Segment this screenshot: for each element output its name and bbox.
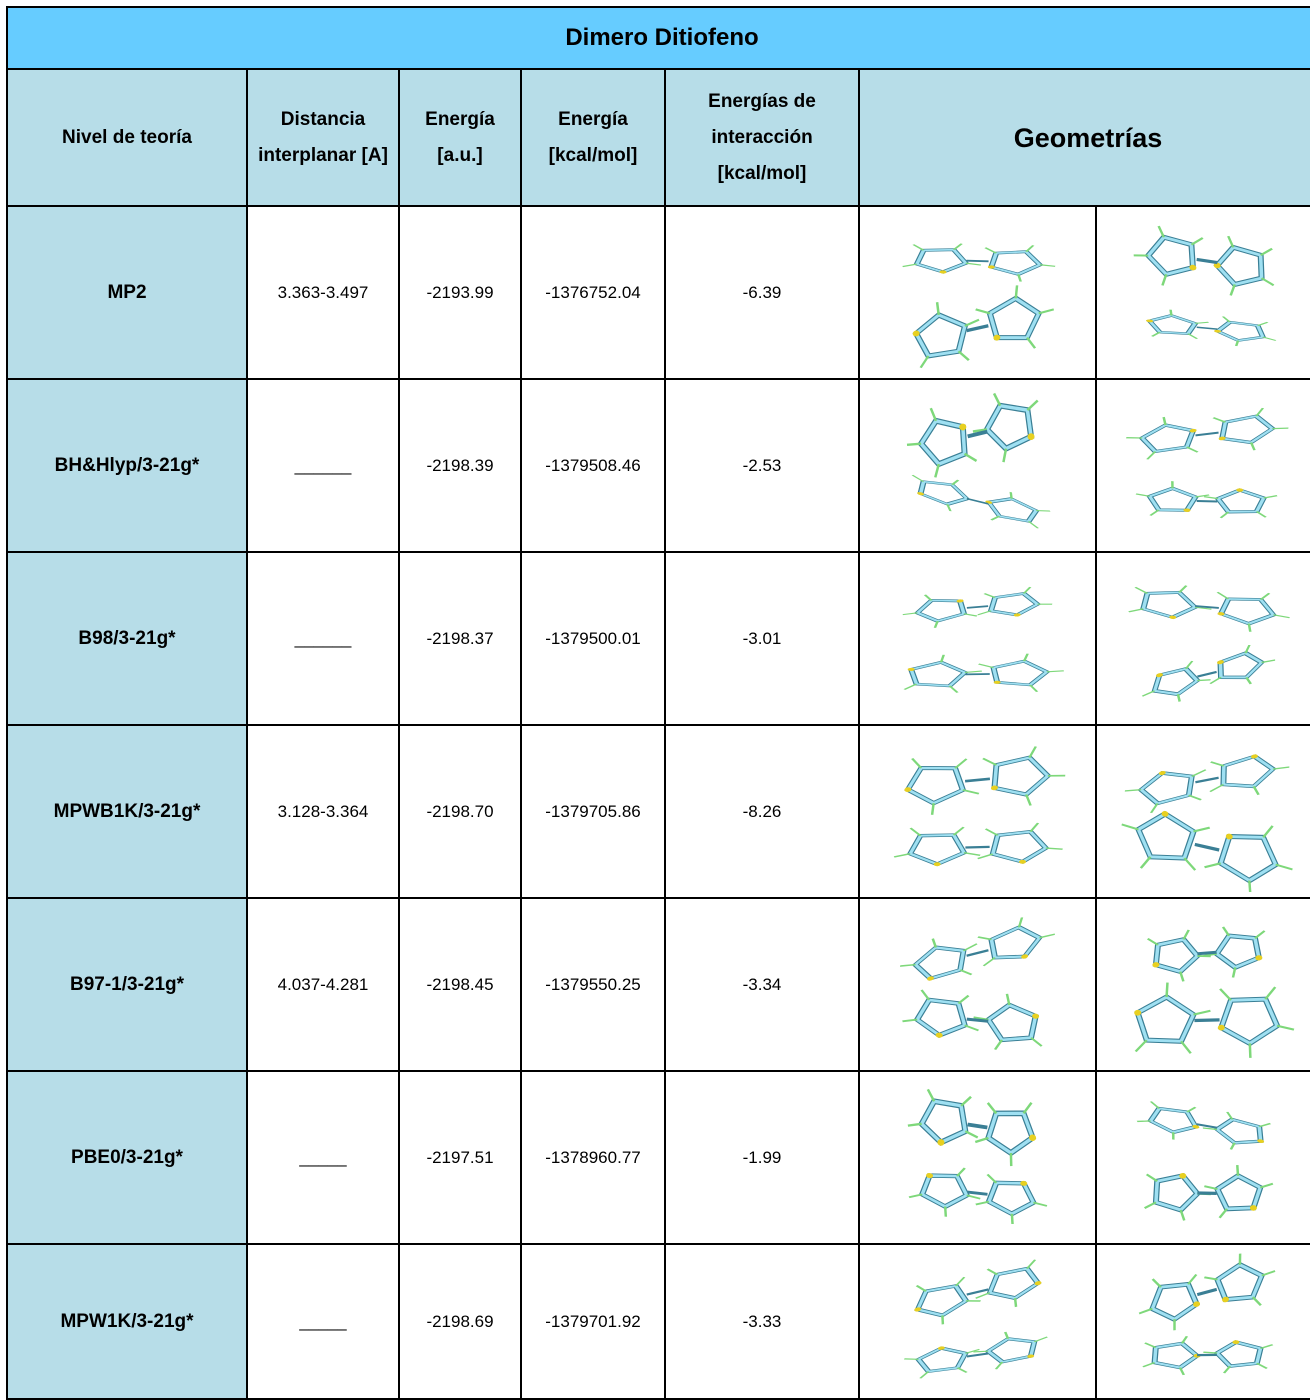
geometry-cell xyxy=(1096,552,1310,725)
value-cell: -8.26 xyxy=(665,725,859,898)
level-cell: MP2 xyxy=(7,206,247,379)
geometry-cell xyxy=(1096,898,1310,1071)
value-cell: -2198.37 xyxy=(399,552,521,725)
molecule-geometry xyxy=(870,559,1085,719)
value-cell: -2198.70 xyxy=(399,725,521,898)
value-cell: -1376752.04 xyxy=(521,206,665,379)
level-cell: MPW1K/3-21g* xyxy=(7,1244,247,1399)
geometry-cell xyxy=(859,552,1096,725)
value-cell: -1379701.92 xyxy=(521,1244,665,1399)
molecule-geometry xyxy=(1107,905,1307,1065)
column-header: Energías de interacción [kcal/mol] xyxy=(665,69,859,206)
geometry-cell xyxy=(1096,725,1310,898)
level-cell: MPWB1K/3-21g* xyxy=(7,725,247,898)
value-cell: 3.363-3.497 xyxy=(247,206,399,379)
value-cell: -6.39 xyxy=(665,206,859,379)
value-cell: -1379705.86 xyxy=(521,725,665,898)
molecule-geometry xyxy=(1107,1078,1307,1238)
molecule-geometry xyxy=(1107,732,1307,892)
geometry-cell xyxy=(859,1071,1096,1244)
molecule-geometry xyxy=(870,1078,1085,1238)
table-row: B98/3-21g*______-2198.37-1379500.01-3.01 xyxy=(7,552,1310,725)
table-row: B97-1/3-21g*4.037-4.281-2198.45-1379550.… xyxy=(7,898,1310,1071)
value-cell: -2198.39 xyxy=(399,379,521,552)
geometry-cell xyxy=(859,206,1096,379)
value-cell: -3.33 xyxy=(665,1244,859,1399)
value-cell: _____ xyxy=(247,1071,399,1244)
value-cell: -2198.45 xyxy=(399,898,521,1071)
molecule-geometry xyxy=(1107,1247,1307,1397)
level-cell: B97-1/3-21g* xyxy=(7,898,247,1071)
molecule-geometry xyxy=(870,905,1085,1065)
value-cell: -2198.69 xyxy=(399,1244,521,1399)
molecule-geometry xyxy=(870,732,1085,892)
page: Dimero Ditiofeno Nivel de teoríaDistanci… xyxy=(0,0,1310,1398)
level-cell: PBE0/3-21g* xyxy=(7,1071,247,1244)
value-cell: 4.037-4.281 xyxy=(247,898,399,1071)
value-cell: -2.53 xyxy=(665,379,859,552)
molecule-geometry xyxy=(870,386,1085,546)
value-cell: -1379550.25 xyxy=(521,898,665,1071)
geometry-header: Geometrías xyxy=(859,69,1310,206)
value-cell: -1379500.01 xyxy=(521,552,665,725)
value-cell: -2197.51 xyxy=(399,1071,521,1244)
molecule-geometry xyxy=(870,213,1085,373)
geometry-cell xyxy=(1096,379,1310,552)
value-cell: -2193.99 xyxy=(399,206,521,379)
level-cell: B98/3-21g* xyxy=(7,552,247,725)
geometry-cell xyxy=(1096,1071,1310,1244)
value-cell: -3.34 xyxy=(665,898,859,1071)
value-cell: _____ xyxy=(247,1244,399,1399)
molecule-geometry xyxy=(1107,386,1307,546)
value-cell: ______ xyxy=(247,379,399,552)
table-row: MPWB1K/3-21g*3.128-3.364-2198.70-1379705… xyxy=(7,725,1310,898)
geometry-cell xyxy=(1096,206,1310,379)
geometry-cell xyxy=(859,379,1096,552)
table-title: Dimero Ditiofeno xyxy=(7,7,1310,69)
column-header: Distancia interplanar [A] xyxy=(247,69,399,206)
column-header: Energía [a.u.] xyxy=(399,69,521,206)
value-cell: ______ xyxy=(247,552,399,725)
value-cell: -1379508.46 xyxy=(521,379,665,552)
value-cell: -3.01 xyxy=(665,552,859,725)
geometry-cell xyxy=(859,898,1096,1071)
molecule-geometry xyxy=(1107,559,1307,719)
molecule-geometry xyxy=(870,1247,1085,1397)
geometry-cell xyxy=(1096,1244,1310,1399)
value-cell: 3.128-3.364 xyxy=(247,725,399,898)
table-row: MPW1K/3-21g*_____-2198.69-1379701.92-3.3… xyxy=(7,1244,1310,1399)
geometry-cell xyxy=(859,1244,1096,1399)
value-cell: -1.99 xyxy=(665,1071,859,1244)
table-row: BH&Hlyp/3-21g*______-2198.39-1379508.46-… xyxy=(7,379,1310,552)
column-header: Nivel de teoría xyxy=(7,69,247,206)
molecule-geometry xyxy=(1107,213,1307,373)
value-cell: -1378960.77 xyxy=(521,1071,665,1244)
level-cell: BH&Hlyp/3-21g* xyxy=(7,379,247,552)
geometry-cell xyxy=(859,725,1096,898)
column-header: Energía [kcal/mol] xyxy=(521,69,665,206)
table-row: PBE0/3-21g*_____-2197.51-1378960.77-1.99 xyxy=(7,1071,1310,1244)
